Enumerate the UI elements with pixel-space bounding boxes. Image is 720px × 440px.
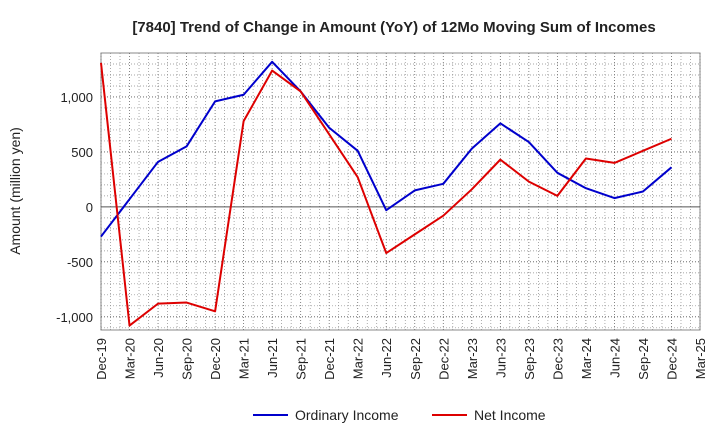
y-axis: 1,000 500 0 -500 -1,000: [56, 90, 93, 325]
x-tick-label: Dec-23: [550, 338, 565, 380]
y-tick-label: -1,000: [56, 310, 93, 325]
x-tick-label: Jun-23: [493, 338, 508, 378]
plot-area: [100, 52, 701, 331]
x-tick-label: Dec-19: [94, 338, 109, 380]
x-tick-label: Mar-20: [123, 338, 138, 379]
x-tick-label: Jun-22: [379, 338, 394, 378]
x-tick-label: Sep-22: [408, 338, 423, 380]
legend: Ordinary Income Net Income: [253, 407, 546, 423]
x-tick-label: Dec-21: [322, 338, 337, 380]
series-line-1: [100, 60, 673, 238]
y-tick-label: 1,000: [60, 90, 93, 105]
x-tick-label: Mar-21: [237, 338, 252, 379]
x-tick-label: Sep-24: [636, 338, 651, 380]
plot-frame: [100, 52, 701, 331]
x-axis: Dec-19 Mar-20 Jun-20 Sep-20 Dec-20 Mar-21 Jun-…: [94, 338, 708, 380]
legend-label: Net Income: [474, 407, 546, 423]
y-tick-label: -500: [67, 255, 93, 270]
x-tick-label: Jun-21: [265, 338, 280, 378]
chart-title: [7840] Trend of Change in Amount (YoY) o…: [132, 19, 655, 36]
series-lines: [100, 60, 673, 327]
x-tick-label: Sep-21: [294, 338, 309, 380]
x-tick-label: Sep-20: [180, 338, 195, 380]
x-tick-label: Dec-24: [664, 338, 679, 380]
y-tick-label: 0: [86, 200, 93, 215]
series-line-2: [100, 62, 672, 327]
legend-label: Ordinary Income: [295, 407, 399, 423]
y-tick-label: 500: [71, 145, 93, 160]
x-tick-label: Mar-23: [465, 338, 480, 379]
x-tick-label: Mar-22: [351, 338, 366, 379]
x-tick-label: Dec-20: [208, 338, 223, 380]
x-tick-label: Sep-23: [522, 338, 537, 380]
x-tick-label: Dec-22: [436, 338, 451, 380]
x-tick-label: Jun-24: [607, 338, 622, 378]
x-tick-label: Mar-24: [579, 338, 594, 379]
x-tick-label: Mar-25: [693, 338, 708, 379]
y-axis-label: Amount (million yen): [7, 127, 23, 255]
x-tick-label: Jun-20: [151, 338, 166, 378]
